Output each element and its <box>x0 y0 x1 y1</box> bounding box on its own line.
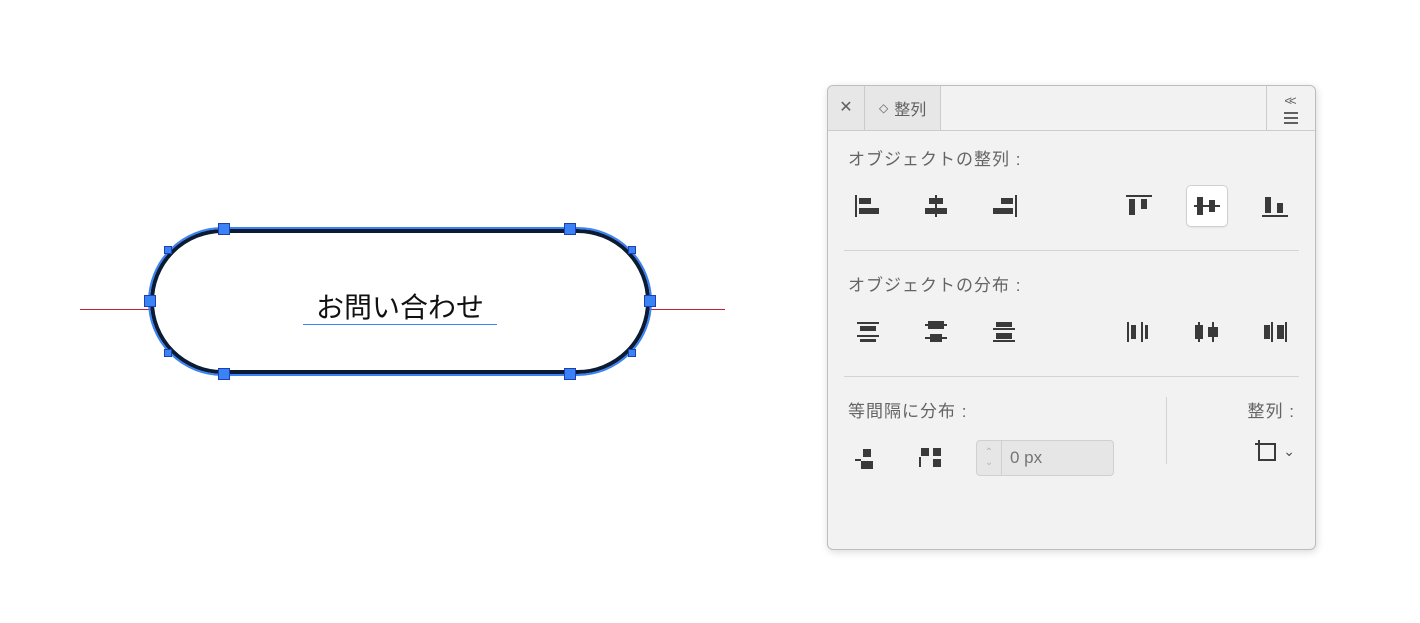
align-left-button[interactable] <box>848 186 888 226</box>
align-hcenter-button[interactable] <box>916 186 956 226</box>
selection-handle[interactable] <box>144 295 156 307</box>
distribute-bottom-button[interactable] <box>984 312 1024 352</box>
distribute-hcenter-button[interactable] <box>1187 312 1227 352</box>
selection-handle[interactable] <box>628 349 636 357</box>
selection-handle[interactable] <box>644 295 656 307</box>
canvas: お問い合わせ <box>0 0 730 623</box>
panel-titlebar[interactable]: ✕ ◇ 整列 << <box>828 86 1315 131</box>
close-icon: ✕ <box>839 100 852 116</box>
panel-tab-label: 整列 <box>894 96 926 120</box>
align-row <box>848 184 1295 230</box>
distribute-vcenter-button[interactable] <box>916 312 956 352</box>
divider <box>844 250 1299 251</box>
collapse-panel-icon[interactable]: << <box>1284 93 1293 108</box>
spacing-input[interactable]: ⌃ ⌄ <box>976 440 1114 476</box>
divider <box>844 376 1299 377</box>
panel-tab-align[interactable]: ◇ 整列 <box>865 86 941 130</box>
selection-handle[interactable] <box>164 246 172 254</box>
selection-handle[interactable] <box>164 349 172 357</box>
align-bottom-button[interactable] <box>1255 186 1295 226</box>
chevron-down-icon: ⌄ <box>1283 443 1295 460</box>
artboard-icon <box>1253 438 1279 464</box>
align-top-button[interactable] <box>1119 186 1159 226</box>
expand-collapse-icon: ◇ <box>879 102 888 114</box>
selection-handle[interactable] <box>218 223 230 235</box>
distribute-section-label: オブジェクトの分布 : <box>848 271 1295 296</box>
distribute-left-button[interactable] <box>1119 312 1159 352</box>
selection-handle[interactable] <box>218 368 230 380</box>
align-vcenter-button[interactable] <box>1187 186 1227 226</box>
distribute-spacing-horizontal-button[interactable] <box>848 438 888 478</box>
align-section-label: オブジェクトの整列 : <box>848 145 1295 170</box>
text-baseline-indicator <box>303 324 497 325</box>
align-right-button[interactable] <box>984 186 1024 226</box>
panel-close-button[interactable]: ✕ <box>828 86 865 130</box>
align-to-section-label: 整列 : <box>1248 397 1295 422</box>
selection-handle[interactable] <box>564 368 576 380</box>
chevron-down-icon: ⌄ <box>985 458 993 468</box>
selected-object[interactable]: お問い合わせ <box>150 229 650 374</box>
shape-text[interactable]: お問い合わせ <box>150 286 650 326</box>
selection-handle[interactable] <box>628 246 636 254</box>
distribute-top-button[interactable] <box>848 312 888 352</box>
spacing-stepper[interactable]: ⌃ ⌄ <box>977 441 1002 475</box>
align-to-dropdown[interactable]: ⌄ <box>1253 438 1295 464</box>
panel-menu-icon[interactable] <box>1284 112 1298 124</box>
align-panel: ✕ ◇ 整列 << オブジェクトの整列 : <box>827 85 1316 550</box>
distribute-spacing-vertical-button[interactable] <box>912 438 952 478</box>
spacing-section-label: 等間隔に分布 : <box>848 397 1152 422</box>
selection-handle[interactable] <box>564 223 576 235</box>
distribute-row <box>848 310 1295 356</box>
spacing-value-field[interactable] <box>1002 441 1113 475</box>
distribute-right-button[interactable] <box>1255 312 1295 352</box>
